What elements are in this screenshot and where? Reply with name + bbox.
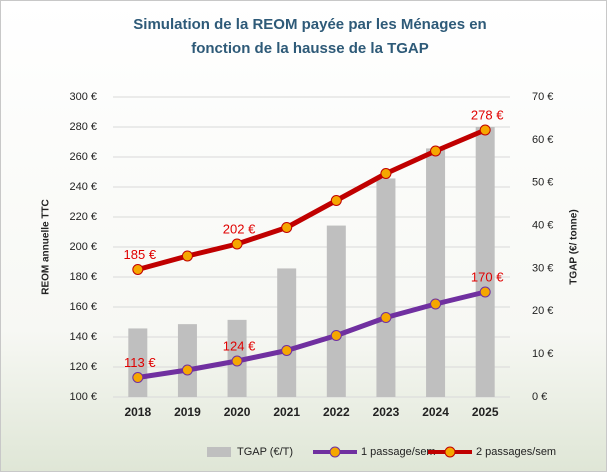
y2-tick-label: 60 € xyxy=(532,134,553,146)
marker xyxy=(182,365,192,375)
x-tick-label: 2025 xyxy=(472,405,499,419)
y-tick-label: 260 € xyxy=(69,151,97,163)
legend-marker xyxy=(445,447,455,457)
bar xyxy=(426,148,445,397)
y2-tick-label: 70 € xyxy=(532,91,553,103)
value-label: 278 € xyxy=(471,107,504,122)
marker xyxy=(232,239,242,249)
marker xyxy=(480,125,490,135)
marker xyxy=(480,287,490,297)
marker xyxy=(282,223,292,233)
chart: Simulation de la REOM payée par les Ména… xyxy=(0,0,607,472)
chart-subtitle: fonction de la hausse de la TGAP xyxy=(191,40,429,57)
marker xyxy=(381,169,391,179)
y-axis-title: REOM annuelle TTC xyxy=(41,199,52,295)
value-label: 202 € xyxy=(223,221,256,236)
marker xyxy=(232,356,242,366)
x-tick-label: 2018 xyxy=(124,405,151,419)
value-label: 113 € xyxy=(124,355,156,370)
bar xyxy=(376,178,395,397)
x-tick-label: 2024 xyxy=(422,405,449,419)
x-tick-label: 2020 xyxy=(224,405,251,419)
legend-marker xyxy=(330,447,340,457)
y-tick-label: 140 € xyxy=(69,331,97,343)
marker xyxy=(133,373,143,383)
y-tick-label: 160 € xyxy=(69,301,97,313)
bar xyxy=(476,127,495,397)
y2-tick-label: 10 € xyxy=(532,348,553,360)
marker xyxy=(331,196,341,206)
bar xyxy=(277,268,296,397)
value-label: 170 € xyxy=(471,269,504,284)
y2-tick-label: 20 € xyxy=(532,305,553,317)
legend-swatch xyxy=(207,447,231,457)
y-tick-label: 180 € xyxy=(69,271,97,283)
value-label: 124 € xyxy=(223,338,256,353)
y2-tick-label: 0 € xyxy=(532,391,547,403)
value-label: 185 € xyxy=(124,247,157,262)
marker xyxy=(431,146,441,156)
marker xyxy=(431,299,441,309)
marker xyxy=(282,346,292,356)
y2-tick-label: 30 € xyxy=(532,262,553,274)
bar xyxy=(178,324,197,397)
marker xyxy=(133,265,143,275)
x-tick-label: 2022 xyxy=(323,405,350,419)
x-tick-label: 2019 xyxy=(174,405,201,419)
marker xyxy=(331,331,341,341)
x-tick-label: 2021 xyxy=(273,405,300,419)
x-tick-label: 2023 xyxy=(373,405,400,419)
marker xyxy=(182,251,192,261)
y-tick-label: 120 € xyxy=(69,361,97,373)
y-tick-label: 220 € xyxy=(69,211,97,223)
legend-label: 2 passages/sem xyxy=(476,446,556,458)
y-tick-label: 100 € xyxy=(69,391,97,403)
y-tick-label: 240 € xyxy=(69,181,97,193)
bar xyxy=(327,226,346,397)
y2-tick-label: 40 € xyxy=(532,219,553,231)
chart-title: Simulation de la REOM payée par les Ména… xyxy=(133,16,486,33)
y-tick-label: 300 € xyxy=(69,91,97,103)
y2-tick-label: 50 € xyxy=(532,177,553,189)
y-tick-label: 280 € xyxy=(69,121,97,133)
legend-label: 1 passage/sem xyxy=(361,446,436,458)
legend-label: TGAP (€/T) xyxy=(237,446,293,458)
y2-axis-title: TGAP (€/ tonne) xyxy=(569,209,580,284)
marker xyxy=(381,313,391,323)
y-tick-label: 200 € xyxy=(69,241,97,253)
